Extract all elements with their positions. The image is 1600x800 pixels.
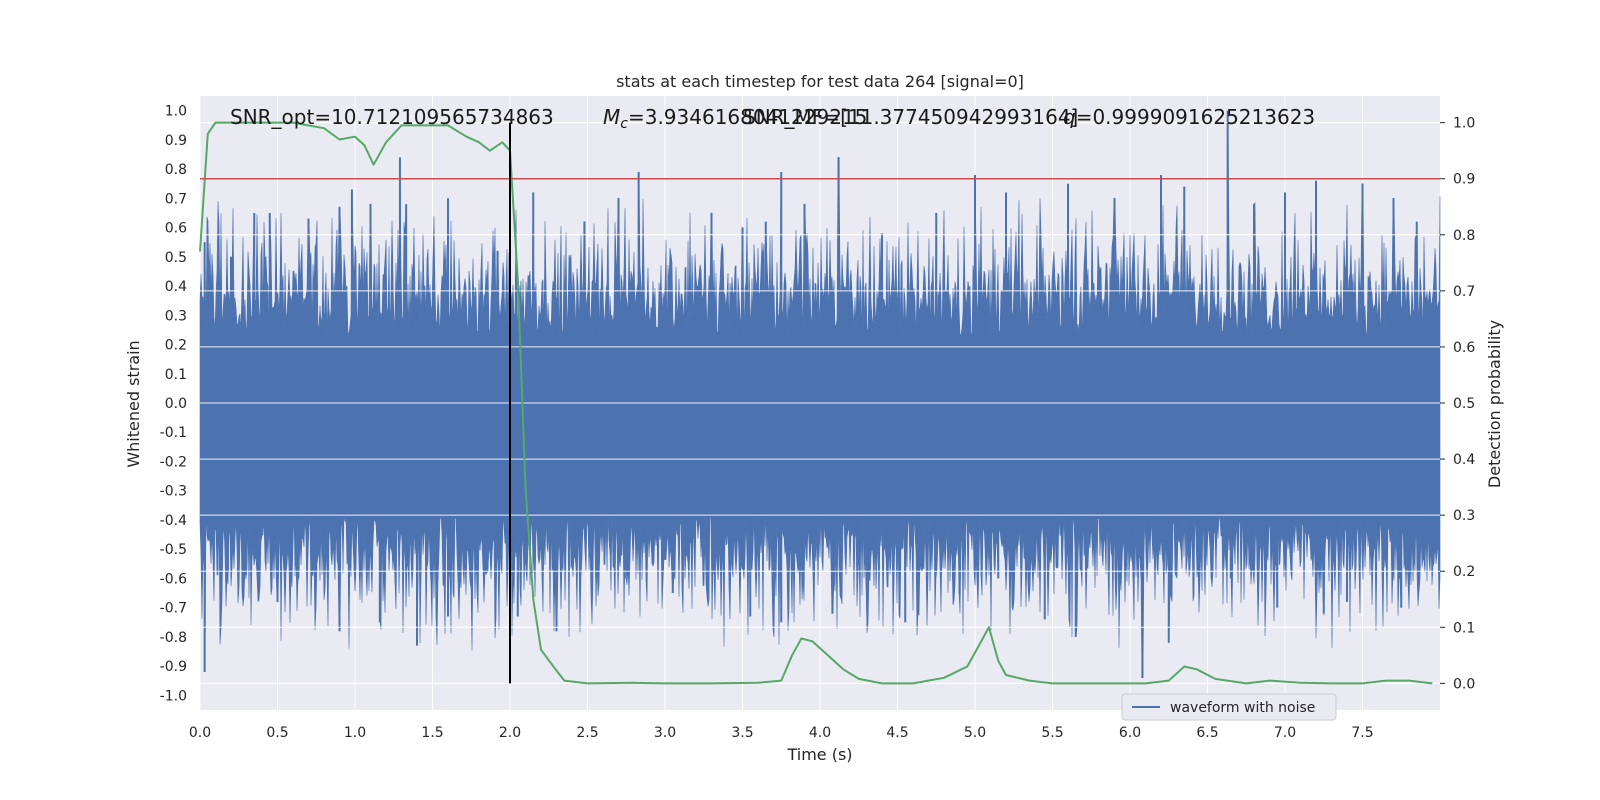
x-tick-label-10: 5.0 [964,725,986,741]
detection-probability-line [199,121,1433,685]
x-tick-label-4: 2.0 [499,725,521,741]
y2-tick-label-1: 0.9 [1453,172,1475,188]
x-tick-label-15: 7.5 [1351,725,1373,741]
x-tick-label-13: 6.5 [1196,725,1218,741]
x-tick-label-2: 1.0 [344,725,366,741]
y-tick-label-12: -0.2 [160,454,187,470]
y-tick-label-10: 0.0 [165,396,187,412]
x-tick-label-0: 0.0 [189,725,211,741]
y-tick-label-14: -0.4 [160,513,187,529]
y-tick-label-5: 0.5 [165,250,187,266]
annotation-mc-symbol: M [603,105,620,129]
y-tick-label-13: -0.3 [160,484,187,500]
x-tick-label-1: 0.5 [266,725,288,741]
x-tick-label-11: 5.5 [1041,725,1063,741]
y-tick-label-6: 0.4 [165,279,187,295]
y2-tick-label-5: 0.5 [1453,396,1475,412]
legend-box [1121,693,1337,721]
y-tick-label-2: 0.8 [165,162,187,178]
annotation-mc-sub: c [620,116,628,132]
y2-tick-label-6: 0.4 [1453,452,1475,468]
y2-axis-ticks: 1.0 0.9 0.8 0.7 0.6 0.5 0.4 0.3 0.2 0.1 0.0 [1440,116,1475,692]
annotation-q: q=0.9999091625213623 [1063,105,1315,129]
x-tick-label-8: 4.0 [809,725,831,741]
y-tick-label-0: 1.0 [165,104,187,120]
y-tick-label-17: -0.7 [160,601,187,617]
y-tick-label-4: 0.6 [165,221,187,237]
x-tick-label-5: 2.5 [576,725,598,741]
y2-tick-label-8: 0.2 [1453,564,1475,580]
y-tick-label-18: -0.8 [160,630,187,646]
annotation-snr-mf: SNR_MF=[11.377450942993164] [743,105,1078,129]
annotation-mc: Mc=3.9346168041229215 [603,105,867,132]
chart-title: stats at each timestep for test data 264… [616,72,1024,91]
y-tick-label-8: 0.2 [165,338,187,354]
y-axis-label: Whitened strain [124,340,143,467]
y-tick-label-16: -0.6 [160,571,187,587]
annotation-mc-value: =3.9346168041229215 [628,105,867,129]
y2-tick-label-7: 0.3 [1453,508,1475,524]
y-tick-label-7: 0.3 [165,308,187,324]
overlay-lines [200,122,1440,684]
y2-tick-label-3: 0.7 [1453,284,1475,300]
y2-tick-label-4: 0.6 [1453,340,1475,356]
annotation-q-value: =0.9999091625213623 [1076,105,1315,129]
y-axis-ticks: 1.0 0.9 0.8 0.7 0.6 0.5 0.4 0.3 0.2 0.1 0.0 -0.1 -0.… [160,104,187,705]
y-tick-label-11: -0.1 [160,425,187,441]
detection-probability-series [199,121,1433,685]
y2-tick-label-0: 1.0 [1453,116,1475,132]
x-tick-label-14: 7.0 [1274,725,1296,741]
y2-tick-label-10: 0.0 [1453,676,1475,692]
x-tick-label-3: 1.5 [421,725,443,741]
y2-axis-label: Detection probability [1485,320,1504,488]
x-tick-label-12: 6.0 [1119,725,1141,741]
y-tick-label-3: 0.7 [165,191,187,207]
y-tick-label-19: -0.9 [160,659,187,675]
x-tick-label-6: 3.0 [654,725,676,741]
x-axis-label: Time (s) [786,745,852,764]
y-tick-label-20: -1.0 [160,688,187,704]
y2-tick-label-2: 0.8 [1453,228,1475,244]
x-axis-ticks: 0.0 0.5 1.0 1.5 2.0 2.5 3.0 3.5 4.0 4.5 5.0 5.5 6.0 6… [189,725,1374,741]
y-tick-label-1: 0.9 [165,133,187,149]
annotation-q-symbol: q [1063,105,1076,129]
y-tick-label-15: -0.5 [160,542,187,558]
x-tick-label-9: 4.5 [886,725,908,741]
legend-label: waveform with noise [1170,700,1315,716]
x-tick-label-7: 3.5 [731,725,753,741]
y-tick-label-9: 0.1 [165,367,187,383]
y2-tick-label-9: 0.1 [1453,620,1475,636]
legend: waveform with noise [1121,693,1337,721]
annotation-snr-opt: SNR_opt=10.712109565734863 [230,105,554,129]
